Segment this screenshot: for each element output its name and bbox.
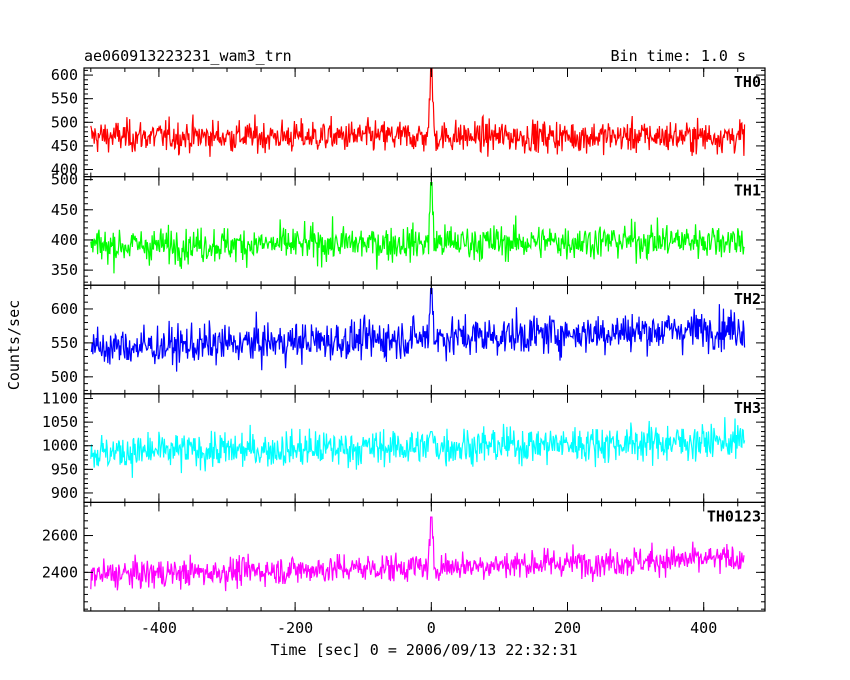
y-tick-label: 600 [51,66,78,84]
y-tick-label: 1050 [42,413,78,431]
y-tick-label: 350 [51,261,78,279]
y-tick-label: 2600 [42,527,78,545]
y-tick-label: 1100 [42,390,78,408]
y-tick-label: 400 [51,161,78,179]
panel-label-th2: TH2 [734,290,761,308]
panel-th0123: 2400 2600 TH0123 [42,501,766,612]
panel-th2: 500 550 600 TH2 [51,284,766,395]
y-tick-label: 550 [51,334,78,352]
y-tick-label: 900 [51,484,78,502]
y-tick-label: 950 [51,460,78,478]
series-th3-line [90,417,746,478]
panel-frame [83,501,766,612]
y-tick-label: 400 [51,231,78,249]
y-tick-label: 550 [51,90,78,108]
x-tick-label: 0 [427,619,436,637]
series-th0123-line [90,516,745,592]
panel-th0: 400 450 500 550 600 TH0 [51,66,766,179]
x-tick-label: -400 [141,619,177,637]
panel-label-th0: TH0 [734,73,761,91]
x-tick-label: -200 [277,619,313,637]
y-tick-label: 600 [51,300,78,318]
panel-th3: 900 950 1000 1050 1100 TH3 [42,390,766,503]
panel-label-th1: TH1 [734,182,761,200]
bin-time-label: Bin time: 1.0 s [611,47,746,65]
y-tick-label: 500 [51,171,78,189]
x-tick-label: 200 [554,619,581,637]
y-axis-label: Counts/sec [5,300,23,390]
y-tick-label: 2400 [42,563,78,581]
panels-group: 400 450 500 550 600 TH0 350 400 450 500 TH1 500 550 6… [42,66,766,637]
panel-label-th0123: TH0123 [707,507,761,525]
y-tick-label: 1000 [42,437,78,455]
series-th0-line [90,68,746,157]
x-axis-label: Time [sec] 0 = 2006/09/13 22:32:31 [270,641,577,659]
panel-label-th3: TH3 [734,399,761,417]
y-tick-label: 450 [51,137,78,155]
y-tick-label: 500 [51,368,78,386]
y-tick-label: 450 [51,201,78,219]
x-tick-label: 400 [690,619,717,637]
series-th1-line [90,182,745,274]
panel-frame [83,67,766,178]
chart-title: ae060913223231_wam3_trn [84,47,292,65]
panel-th1: 350 400 450 500 TH1 [51,171,766,286]
y-tick-label: 500 [51,113,78,131]
series-th2-line [90,287,746,372]
